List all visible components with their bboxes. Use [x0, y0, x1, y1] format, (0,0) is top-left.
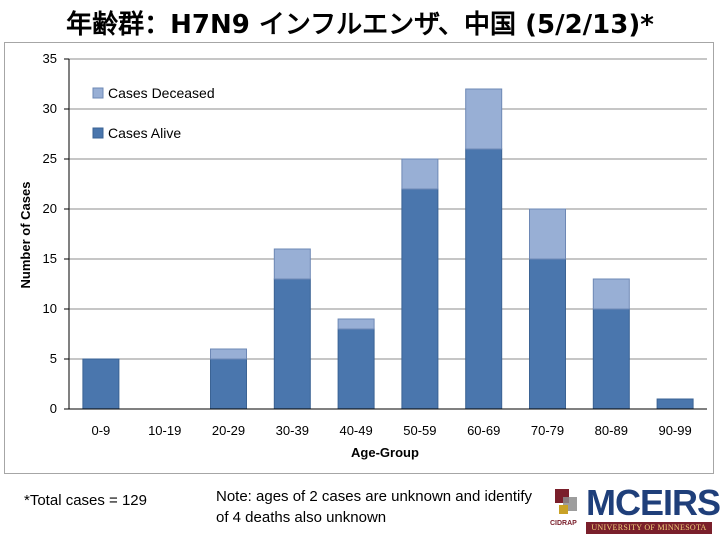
slide-title: 年齢群：H7N9 インフルエンザ、中国 (5/2/13)* [66, 10, 654, 40]
y-tick-label: 5 [50, 351, 57, 366]
bar-segment-alive [592, 308, 630, 410]
gridlines [69, 58, 707, 360]
university-banner: UNIVERSITY OF MINNESOTA [586, 522, 712, 534]
cidrap-logo-icon [555, 489, 577, 514]
y-tick-label: 15 [43, 251, 57, 266]
bar-segment-alive [656, 398, 694, 410]
bar-segment-alive [273, 278, 311, 410]
legend-label-alive: Cases Alive [108, 125, 181, 141]
x-tick-label: 80-89 [595, 423, 628, 438]
mceirs-wordmark: MCEIRS [586, 482, 720, 523]
x-tick-label: 0-9 [92, 423, 111, 438]
bar-segment-alive [529, 258, 566, 410]
y-tick-label: 0 [50, 401, 57, 416]
x-tick-label: 40-49 [339, 423, 372, 438]
bar-segment-alive [337, 328, 375, 410]
legend-swatch-alive [92, 127, 104, 139]
bar-segment-deceased [465, 88, 503, 150]
footnote-note: Note: ages of 2 cases are unknown and id… [216, 488, 533, 526]
x-tick-label: 50-59 [403, 423, 436, 438]
y-tick-label: 25 [43, 151, 57, 166]
cidrap-label: CIDRAP [550, 520, 577, 527]
x-tick-label: 20-29 [212, 423, 245, 438]
bars [82, 88, 694, 410]
chart-frame: 0 5 10 15 20 25 30 35 0-9 10-19 20-29 30-39 40-49 50-… [4, 42, 714, 474]
y-tick-label: 20 [43, 201, 57, 216]
bar-segment-alive [401, 188, 439, 410]
stacked-bar-chart: 0 5 10 15 20 25 30 35 0-9 10-19 20-29 30-39 40-49 50-… [18, 51, 707, 460]
tick-labels: 0 5 10 15 20 25 30 35 0-9 10-19 20-29 30-39 40-49 50-… [43, 51, 692, 438]
y-tick-label: 10 [43, 301, 57, 316]
bar-segment-deceased [210, 348, 247, 360]
bar-segment-deceased [592, 278, 630, 310]
legend-swatch-deceased [92, 87, 104, 99]
x-tick-label: 30-39 [276, 423, 309, 438]
bar-segment-deceased [401, 158, 439, 190]
x-tick-label: 70-79 [531, 423, 564, 438]
bar-segment-alive [210, 358, 247, 410]
x-tick-label: 60-69 [467, 423, 500, 438]
bar-segment-alive [82, 358, 120, 410]
legend: Cases Deceased Cases Alive [92, 85, 215, 141]
footnote-total-cases: *Total cases = 129 [24, 492, 147, 509]
y-axis-title: Number of Cases [18, 182, 33, 289]
university-label: UNIVERSITY OF MINNESOTA [591, 523, 707, 532]
axes [64, 58, 707, 410]
mceirs-logo: CIDRAP MCEIRS UNIVERSITY OF MINNESOTA [550, 482, 720, 536]
x-tick-label: 10-19 [148, 423, 181, 438]
bar-segment-deceased [337, 318, 375, 330]
x-tick-label: 90-99 [658, 423, 691, 438]
bar-segment-deceased [273, 248, 311, 280]
y-tick-label: 30 [43, 101, 57, 116]
bar-segment-alive [465, 148, 503, 410]
legend-label-deceased: Cases Deceased [108, 85, 215, 101]
x-axis-title: Age-Group [351, 445, 419, 460]
bar-segment-deceased [529, 208, 566, 260]
y-tick-label: 35 [43, 51, 57, 66]
